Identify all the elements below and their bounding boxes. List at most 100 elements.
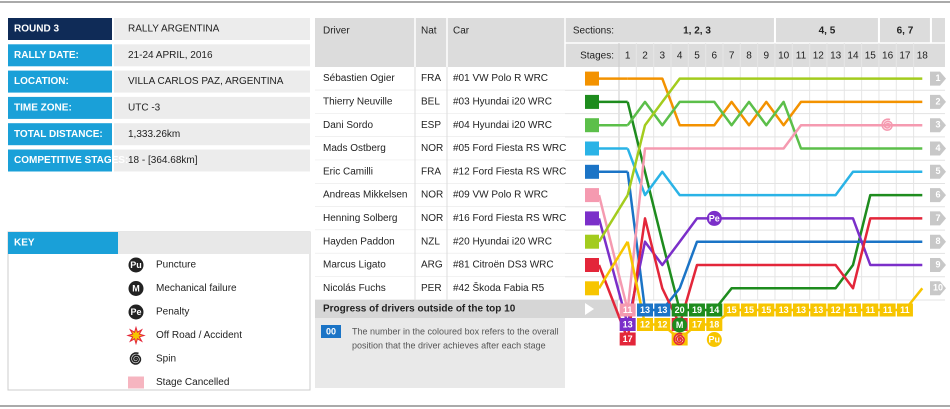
stage-label: 3 bbox=[660, 51, 666, 62]
driver-name: Hayden Paddon bbox=[323, 236, 395, 247]
cancelled-swatch bbox=[128, 376, 144, 389]
position-tab bbox=[930, 94, 946, 109]
position-tab bbox=[930, 258, 946, 272]
info-value: 18 - [364.68km] bbox=[128, 155, 198, 166]
event-icon bbox=[706, 332, 722, 347]
section-label: 6, 7 bbox=[897, 26, 914, 37]
overflow-box bbox=[758, 303, 775, 317]
stage-label: 2 bbox=[642, 51, 648, 62]
start-marker bbox=[585, 118, 599, 133]
stage-label: 13 bbox=[830, 51, 842, 62]
event-icon bbox=[672, 317, 688, 333]
overflow-box bbox=[619, 318, 636, 331]
overflow-box bbox=[636, 303, 653, 317]
driver-row bbox=[315, 160, 565, 184]
position-tab bbox=[930, 281, 946, 296]
start-marker bbox=[585, 164, 599, 179]
position-line bbox=[626, 217, 923, 325]
driver-nat: NOR bbox=[421, 190, 443, 201]
overflow-box bbox=[723, 303, 740, 317]
overflow-box bbox=[636, 318, 653, 331]
driver-name: Eric Camilli bbox=[323, 166, 373, 177]
overflow-box bbox=[671, 303, 688, 317]
key-box bbox=[7, 231, 311, 391]
driver-name: Marcus Ligato bbox=[323, 260, 386, 271]
stage-label: 4 bbox=[677, 51, 683, 62]
overflow-label: 13 bbox=[813, 305, 823, 315]
position-label: 7 bbox=[935, 213, 940, 223]
key-label: Puncture bbox=[156, 260, 196, 271]
driver-row bbox=[315, 230, 565, 254]
overflow-label: 17 bbox=[623, 334, 633, 344]
info-label-cell bbox=[8, 149, 112, 172]
position-line bbox=[626, 148, 923, 197]
driver-name: Henning Solberg bbox=[323, 213, 398, 224]
info-label: COMPETITIVE STAGES: bbox=[14, 155, 128, 166]
driver-car: #09 VW Polo R WRC bbox=[453, 190, 548, 201]
overflow-box bbox=[706, 303, 723, 317]
driver-car: #05 Ford Fiesta RS WRC bbox=[453, 143, 566, 154]
position-label: 4 bbox=[935, 143, 940, 153]
driver-car: #12 Ford Fiesta RS WRC bbox=[453, 166, 566, 177]
overflow-box bbox=[879, 303, 896, 317]
note-box-label: 00 bbox=[326, 326, 336, 336]
event-icon-label: Pe bbox=[130, 307, 141, 317]
stage-label: 9 bbox=[764, 51, 770, 62]
key-label: Off Road / Accident bbox=[156, 330, 242, 341]
driver-car: #03 Hyundai i20 WRC bbox=[453, 97, 552, 108]
overflow-box bbox=[810, 303, 827, 317]
note-text: The number in the coloured box refers to… bbox=[352, 326, 559, 336]
driver-row bbox=[315, 136, 565, 161]
start-marker bbox=[585, 188, 599, 203]
start-connector bbox=[597, 194, 629, 243]
overflow-label: 20 bbox=[675, 305, 685, 315]
column-header: Driver bbox=[323, 26, 350, 37]
overflow-label: 15 bbox=[727, 305, 737, 315]
spin-icon bbox=[129, 352, 142, 365]
info-value: 1,333.26km bbox=[128, 129, 180, 140]
driver-nat: FRA bbox=[421, 73, 441, 84]
driver-row bbox=[315, 113, 565, 137]
driver-name: Andreas Mikkelsen bbox=[323, 190, 407, 201]
progress-row bbox=[315, 300, 618, 318]
info-value-cell bbox=[114, 44, 310, 67]
overflow-box bbox=[844, 303, 861, 317]
info-value-cell bbox=[114, 96, 310, 119]
info-label: TIME ZONE: bbox=[14, 103, 72, 114]
progress-arrow bbox=[585, 303, 594, 315]
stage-label: 5 bbox=[694, 51, 700, 62]
driver-name: Dani Sordo bbox=[323, 120, 373, 131]
driver-nat: NOR bbox=[421, 213, 443, 224]
driver-name: Nicolás Fuchs bbox=[323, 283, 386, 294]
driver-car: #01 VW Polo R WRC bbox=[453, 73, 548, 84]
info-value: UTC -3 bbox=[128, 103, 161, 114]
info-label-cell bbox=[8, 96, 112, 119]
key-header bbox=[8, 232, 118, 254]
event-icon-label: Pu bbox=[130, 260, 142, 270]
position-tab bbox=[930, 71, 946, 86]
info-label-cell bbox=[8, 123, 112, 146]
driver-row bbox=[315, 276, 565, 300]
driver-car: #42 Škoda Fabia R5 bbox=[453, 281, 545, 294]
driver-car: #16 Ford Fiesta RS WRC bbox=[453, 213, 566, 224]
driver-nat: FRA bbox=[421, 166, 441, 177]
position-label: 10 bbox=[933, 283, 943, 293]
overflow-box bbox=[862, 303, 879, 317]
position-line bbox=[626, 101, 923, 312]
overflow-label: 14 bbox=[709, 305, 719, 315]
driver-name: Mads Ostberg bbox=[323, 143, 386, 154]
overflow-label: 18 bbox=[675, 334, 685, 344]
driver-car: #81 Citroën DS3 WRC bbox=[453, 260, 554, 271]
driver-row bbox=[315, 67, 565, 91]
position-tab bbox=[930, 211, 946, 226]
driver-nat: BEL bbox=[421, 97, 440, 108]
overflow-label: 13 bbox=[796, 305, 806, 315]
event-icon-label: M bbox=[676, 320, 684, 330]
stage-label: 15 bbox=[865, 51, 877, 62]
driver-name: Sébastien Ogier bbox=[323, 73, 395, 84]
position-label: 8 bbox=[935, 236, 940, 246]
driver-nat: NZL bbox=[421, 236, 440, 247]
overflow-label: 13 bbox=[623, 319, 633, 329]
key-label: Spin bbox=[156, 354, 176, 365]
position-label: 6 bbox=[935, 189, 940, 199]
